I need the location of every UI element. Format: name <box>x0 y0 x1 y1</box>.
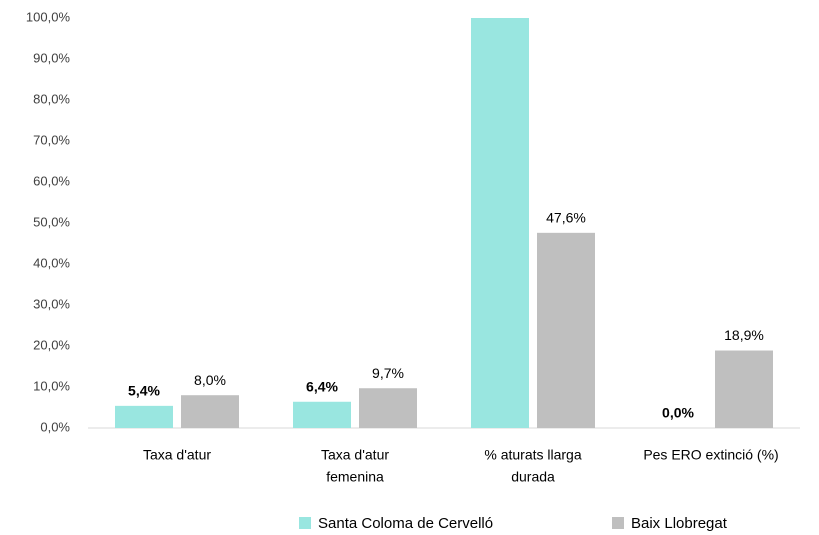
bar <box>115 405 173 428</box>
x-tick-label: % aturats llarga <box>484 447 581 463</box>
x-tick-label: Taxa d'atur <box>143 447 211 463</box>
y-tick-label: 60,0% <box>33 173 70 188</box>
bar <box>293 401 351 428</box>
bar <box>537 232 595 428</box>
y-tick-label: 10,0% <box>33 378 70 393</box>
x-tick-label: durada <box>511 469 555 485</box>
value-label: 18,9% <box>724 327 764 343</box>
value-label: 0,0% <box>662 405 694 421</box>
value-label: 8,0% <box>194 372 226 388</box>
bar <box>715 350 773 428</box>
value-label: 47,6% <box>546 210 586 226</box>
value-label: 6,4% <box>306 378 338 394</box>
y-tick-label: 50,0% <box>33 214 70 229</box>
bar <box>359 388 417 428</box>
bar <box>181 395 239 428</box>
y-tick-label: 30,0% <box>33 296 70 311</box>
y-tick-label: 40,0% <box>33 255 70 270</box>
legend-label: Baix Llobregat <box>631 515 728 532</box>
legend-swatch <box>612 517 624 529</box>
value-label: 9,7% <box>372 365 404 381</box>
y-tick-label: 20,0% <box>33 337 70 352</box>
legend-label: Santa Coloma de Cervelló <box>318 515 493 532</box>
x-tick-label: Pes ERO extinció (%) <box>643 447 778 463</box>
x-tick-label: Taxa d'atur <box>321 447 389 463</box>
y-tick-label: 90,0% <box>33 50 70 65</box>
bar <box>471 18 529 428</box>
y-tick-label: 80,0% <box>33 91 70 106</box>
legend-swatch <box>299 517 311 529</box>
value-label: 5,4% <box>128 383 160 399</box>
y-tick-label: 70,0% <box>33 132 70 147</box>
x-tick-label: femenina <box>326 469 384 485</box>
y-tick-label: 100,0% <box>26 9 71 24</box>
y-tick-label: 0,0% <box>40 419 70 434</box>
